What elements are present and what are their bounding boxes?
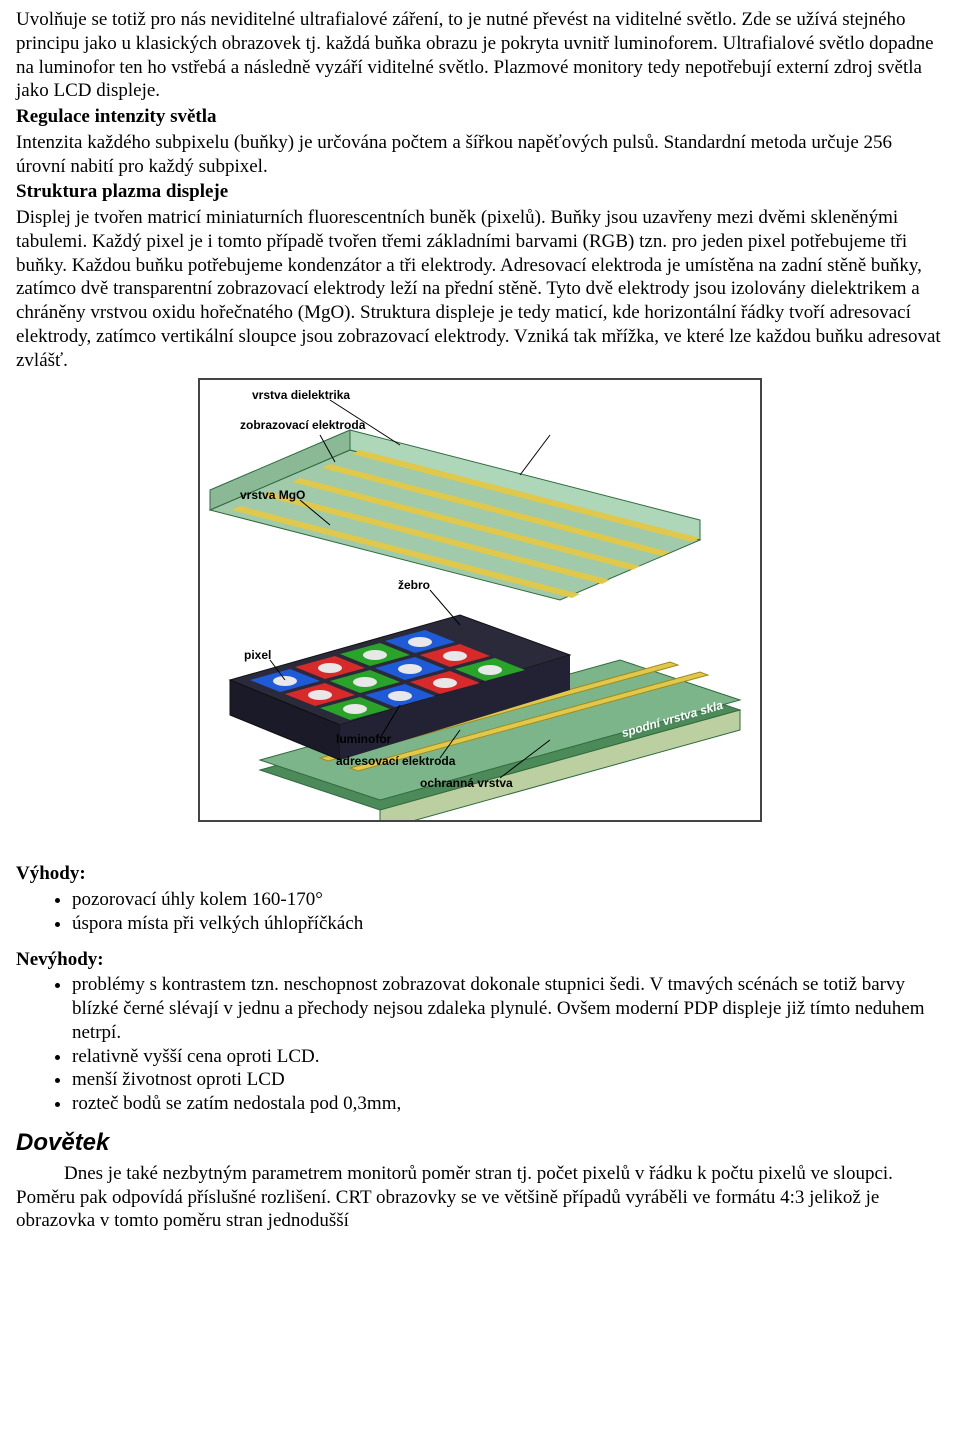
dovetek-heading: Dovětek [16, 1128, 944, 1158]
nevyhody-list: problémy s kontrastem tzn. neschopnost z… [16, 973, 944, 1116]
list-item: relativně vyšší cena oproti LCD. [72, 1045, 944, 1069]
label-vrstva-mgo: vrstva MgO [240, 488, 305, 503]
paragraph-1: Uvolňuje se totiž pro nás neviditelné ul… [16, 8, 944, 103]
nevyhody-heading: Nevýhody: [16, 948, 944, 972]
label-luminofor: luminofor [336, 732, 391, 747]
heading-regulace: Regulace intenzity světla [16, 105, 944, 129]
vyhody-list: pozorovací úhly kolem 160-170° úspora mí… [16, 888, 944, 936]
list-item: menší životnost oproti LCD [72, 1068, 944, 1092]
label-vrstva-dielektrika: vrstva dielektrika [252, 388, 350, 403]
dovetek-paragraph: Dnes je také nezbytným parametrem monito… [16, 1162, 944, 1233]
list-item: rozteč bodů se zatím nedostala pod 0,3mm… [72, 1092, 944, 1116]
plasma-diagram-container: vrstva dielektrika zobrazovací elektroda… [16, 378, 944, 822]
paragraph-3: Displej je tvořen matricí miniaturních f… [16, 206, 944, 372]
plasma-diagram-svg [200, 380, 760, 820]
vyhody-heading: Výhody: [16, 862, 944, 886]
label-ochranna-vrstva: ochranná vrstva [420, 776, 513, 791]
label-adresovaci-elektroda: adresovací elektroda [336, 754, 455, 769]
heading-struktura: Struktura plazma displeje [16, 180, 944, 204]
paragraph-2: Intenzita každého subpixelu (buňky) je u… [16, 131, 944, 179]
label-pixel: pixel [244, 648, 271, 663]
label-zebro: žebro [398, 578, 430, 593]
plasma-diagram: vrstva dielektrika zobrazovací elektroda… [198, 378, 762, 822]
list-item: pozorovací úhly kolem 160-170° [72, 888, 944, 912]
list-item: problémy s kontrastem tzn. neschopnost z… [72, 973, 944, 1044]
label-zobrazovaci-elektroda: zobrazovací elektroda [240, 418, 365, 433]
list-item: úspora místa při velkých úhlopříčkách [72, 912, 944, 936]
